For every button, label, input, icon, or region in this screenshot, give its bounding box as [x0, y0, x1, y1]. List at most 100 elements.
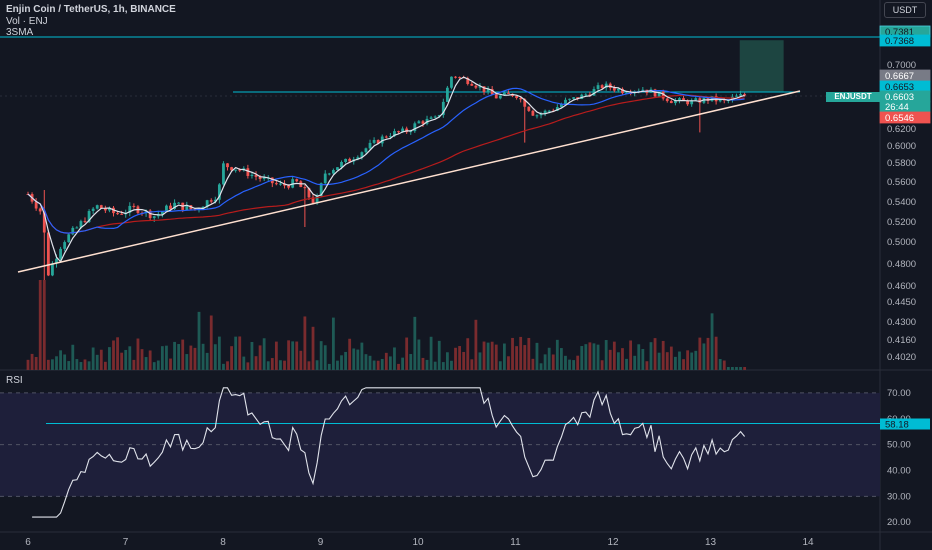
- candle: [494, 94, 498, 99]
- candle: [433, 116, 437, 118]
- candle: [120, 213, 124, 215]
- candle: [596, 85, 600, 89]
- candle: [502, 92, 506, 96]
- rsi-legend[interactable]: RSI: [6, 375, 23, 386]
- price-tag-label: 0.6546: [885, 113, 914, 124]
- candle: [445, 87, 449, 102]
- candle: [75, 227, 79, 229]
- volume-bar: [710, 313, 714, 370]
- volume-bar: [262, 338, 266, 370]
- candle: [128, 205, 132, 213]
- volume-bar: [714, 336, 718, 370]
- price-tag: [879, 111, 931, 124]
- volume-bar: [686, 350, 690, 370]
- volume-bar: [120, 352, 124, 370]
- volume-bar: [629, 340, 633, 370]
- volume-bar: [572, 360, 576, 370]
- volume-bar: [197, 311, 201, 370]
- candle: [429, 117, 433, 119]
- candle: [234, 169, 238, 171]
- candle: [42, 211, 46, 233]
- candle: [279, 183, 282, 185]
- price-tick-label: 0.5000: [887, 237, 916, 248]
- candle: [238, 169, 242, 171]
- volume-bar: [213, 344, 217, 370]
- volume-bar: [661, 340, 665, 370]
- time-axis[interactable]: 6 7 8 9 10 11 12 13 14: [25, 537, 814, 548]
- candle: [682, 98, 685, 101]
- candle: [450, 76, 453, 88]
- candle: [531, 110, 535, 116]
- rsi-value-label: 58.18: [885, 420, 909, 431]
- candle: [539, 113, 543, 116]
- volume-bar: [128, 346, 132, 370]
- volume-bar: [205, 352, 209, 370]
- candle: [319, 183, 323, 196]
- volume-bar: [458, 346, 462, 370]
- volume-bar: [441, 362, 445, 370]
- volume-legend[interactable]: Vol · ENJ: [6, 16, 48, 27]
- candle: [470, 83, 474, 86]
- price-tick-label: 0.6000: [887, 141, 916, 152]
- candle: [478, 86, 482, 88]
- volume-bar: [645, 361, 649, 370]
- volume-bar: [580, 346, 584, 370]
- volume-bar: [193, 347, 197, 370]
- price-tag-label: 0.6667: [885, 71, 914, 82]
- candle: [507, 92, 510, 94]
- candle: [364, 148, 368, 153]
- price-axis[interactable]: 0.70000.68000.64000.62000.60000.58000.56…: [879, 25, 931, 363]
- candle: [340, 161, 343, 168]
- candle: [519, 97, 523, 100]
- ma-medium-line: [27, 87, 745, 234]
- currency-selector[interactable]: USDT: [884, 2, 926, 18]
- price-tick-label: 0.6200: [887, 124, 916, 135]
- volume-bar: [409, 354, 413, 370]
- volume-bar: [401, 357, 404, 370]
- candle: [621, 88, 624, 94]
- volume-bar: [466, 338, 470, 370]
- volume-bar: [132, 359, 136, 370]
- volume-bar: [315, 360, 319, 370]
- candle: [91, 208, 95, 212]
- candle: [486, 89, 490, 93]
- candle: [669, 101, 673, 104]
- candle: [572, 97, 576, 99]
- candle: [315, 195, 319, 204]
- candle: [490, 89, 494, 95]
- candle: [686, 100, 690, 105]
- volume-bar: [295, 341, 299, 370]
- volume-bar: [75, 359, 79, 370]
- volume-bar: [266, 361, 270, 370]
- volume-bar: [30, 353, 34, 370]
- rsi-tick-label: 20.00: [887, 517, 911, 528]
- rsi-pane[interactable]: [0, 387, 880, 518]
- candle: [588, 94, 592, 96]
- volume-bar: [486, 342, 490, 370]
- volume-bar: [34, 356, 38, 370]
- price-tick-label: 0.4800: [887, 259, 916, 270]
- time-tick-label: 11: [510, 537, 521, 548]
- time-tick-label: 14: [802, 537, 814, 548]
- volume-bar: [405, 337, 409, 370]
- symbol-legend[interactable]: Enjin Coin / TetherUS, 1h, BINANCE: [6, 4, 176, 15]
- sma-legend[interactable]: 3SMA: [6, 27, 34, 38]
- price-tick-label: 0.5400: [887, 197, 916, 208]
- candle: [287, 185, 290, 188]
- volume-bar: [388, 356, 392, 370]
- volume-bar: [348, 338, 352, 370]
- volume-bar: [588, 342, 592, 370]
- volume-bar: [303, 316, 307, 370]
- candle: [743, 94, 747, 96]
- volume-bar: [140, 349, 144, 370]
- candle: [547, 110, 551, 112]
- candle: [564, 99, 567, 105]
- volume-bar: [327, 363, 331, 370]
- volume-bar: [617, 352, 620, 370]
- rsi-tick-label: 30.00: [887, 491, 911, 502]
- candle: [213, 199, 217, 202]
- volume-bar: [702, 343, 706, 370]
